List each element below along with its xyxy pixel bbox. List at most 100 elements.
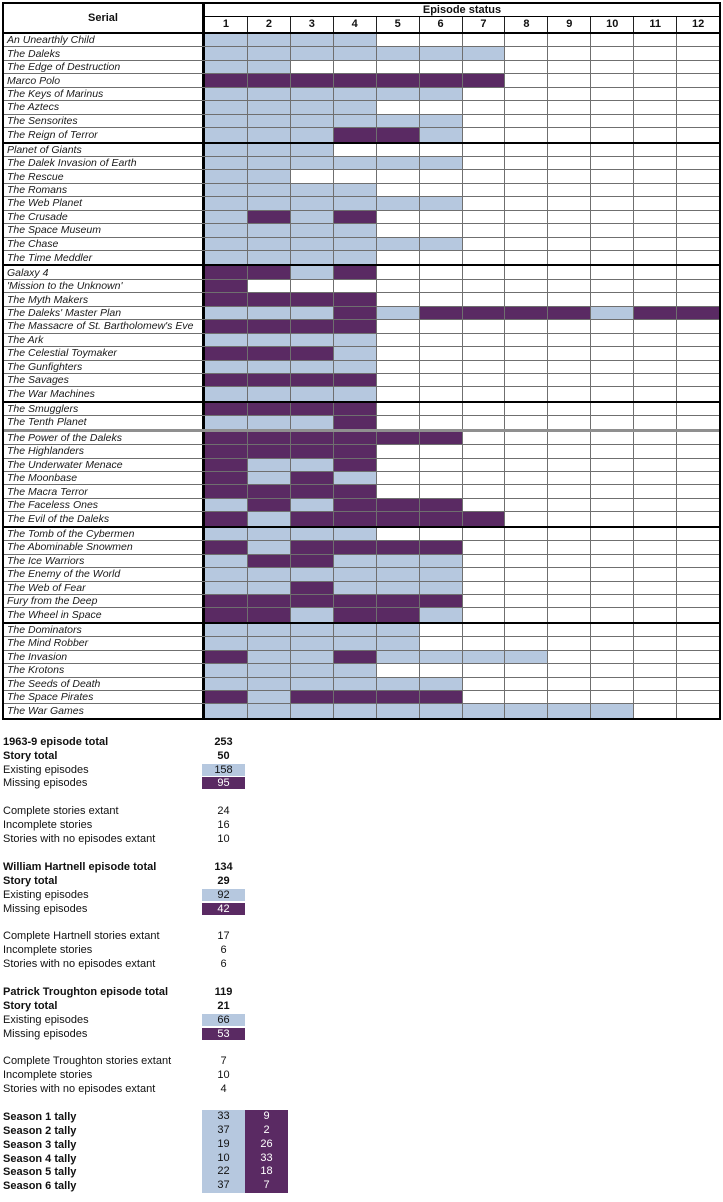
missing-episodes-value: 42 [202,902,245,915]
episode-cell-empty [633,128,677,142]
episode-cell-missing [332,320,376,333]
extant-value: 7 [220,1055,227,1068]
episode-cell-missing [504,306,548,320]
summary-label: Story total [3,874,58,887]
episode-cell-empty [547,472,591,485]
serial-name: The Daleks [4,47,205,60]
serial-row: The Abominable Snowmen [4,541,720,555]
summary-label: Complete stories extant [3,805,119,818]
episode-cell-empty [461,387,505,401]
episode-cell-empty [375,360,419,373]
episode-cell-missing [676,306,720,320]
episode-cell-existing [246,333,290,347]
episode-cell-existing [289,251,333,265]
serial-row: The Wheel in Space [4,608,720,622]
episode-cell-empty [504,266,548,279]
episode-cell-empty [375,224,419,237]
serial-name: The Gunfighters [4,360,205,373]
episode-cell-empty [547,224,591,237]
episode-cell-existing [289,183,333,197]
summary-label: Stories with no episodes extant [3,1083,156,1096]
episode-cell-empty [418,333,462,347]
episode-cell-empty [547,431,591,445]
episode-cell-missing [332,128,376,142]
episode-cell-existing [289,306,333,320]
serial-name: The Ice Warriors [4,554,205,568]
episode-cell-empty [504,416,548,429]
extant-value: 24 [217,805,230,818]
episode-cell-empty [590,472,634,485]
episode-number-row: 1 2 3 4 5 6 7 8 9 10 11 12 [205,17,719,32]
episode-cell-empty [676,527,720,541]
episode-cell-empty [633,224,677,237]
episode-cell-existing [418,568,462,581]
episode-cell-empty [246,279,290,293]
episode-cell-empty [461,691,505,704]
episode-cell-empty [418,320,462,333]
episode-cell-empty [461,266,505,279]
summary-label: William Hartnell episode total [3,860,157,873]
episode-column-header: 10 [590,17,633,32]
episode-cell-empty [633,114,677,128]
episode-cell-existing [289,237,333,250]
summary-row: 1963-9 episode total 253 [0,735,723,749]
serial-row: The Chase [4,237,720,251]
summary-label: Season 2 tally [3,1124,77,1137]
episode-cell-existing [205,156,247,170]
tally-existing-cell: 22 [202,1165,245,1180]
episode-cell-existing [246,156,290,170]
episode-cell-empty [504,237,548,250]
episode-cell-empty [504,373,548,387]
summary-label: Incomplete stories [3,819,93,832]
summary-row: Season 1 tally 33 9 [0,1109,723,1124]
episode-cell-empty [375,373,419,387]
episode-cell-missing [332,485,376,498]
episode-cell-existing [375,554,419,568]
episode-cell-missing [418,691,462,704]
episode-cell-empty [547,128,591,142]
episode-cell-existing [205,183,247,197]
episode-cell-empty [676,664,720,677]
episode-cell-existing [205,101,247,114]
episode-cell-missing [289,594,333,608]
summary-row: Missing episodes 53 [0,1027,723,1041]
episode-cell-missing [332,498,376,512]
serial-name: The Aztecs [4,101,205,114]
episode-cell-empty [633,568,677,581]
episode-cell-empty [504,333,548,347]
episode-cell-empty [633,650,677,664]
episode-cell-existing [205,60,247,74]
episode-cell-empty [504,47,548,60]
episode-cell-existing [289,650,333,664]
episode-cell-empty [547,87,591,101]
summary-label: Season 1 tally [3,1110,77,1123]
spacer-row [0,1096,723,1110]
episode-cell-empty [504,279,548,293]
episode-cell-empty [633,251,677,265]
episode-cell-empty [633,431,677,445]
episode-cell-missing [289,691,333,704]
episode-cell-empty [418,224,462,237]
summary-label: Missing episodes [3,902,88,915]
episode-cell-empty [461,445,505,458]
episode-cell-empty [547,568,591,581]
serial-row: The Space Museum [4,224,720,238]
summary-label: Incomplete stories [3,944,93,957]
episode-cell-empty [590,224,634,237]
summary-row: Season 5 tally 22 18 [0,1165,723,1180]
summary-row: Incomplete stories 6 [0,943,723,957]
episode-cell-missing [289,347,333,360]
episode-cell-missing [332,650,376,664]
episode-cell-empty [504,224,548,237]
episode-cell-empty [461,637,505,650]
episode-cell-empty [676,266,720,279]
episode-cell-existing [504,704,548,718]
summary-label: Existing episodes [3,888,89,901]
episode-cell-empty [590,677,634,690]
summary-label: Season 3 tally [3,1138,77,1151]
serial-row: The Ice Warriors [4,554,720,569]
episode-cell-empty [504,128,548,142]
episode-cell-existing [289,637,333,650]
episode-cell-existing [246,416,290,429]
episode-cell-empty [418,60,462,74]
